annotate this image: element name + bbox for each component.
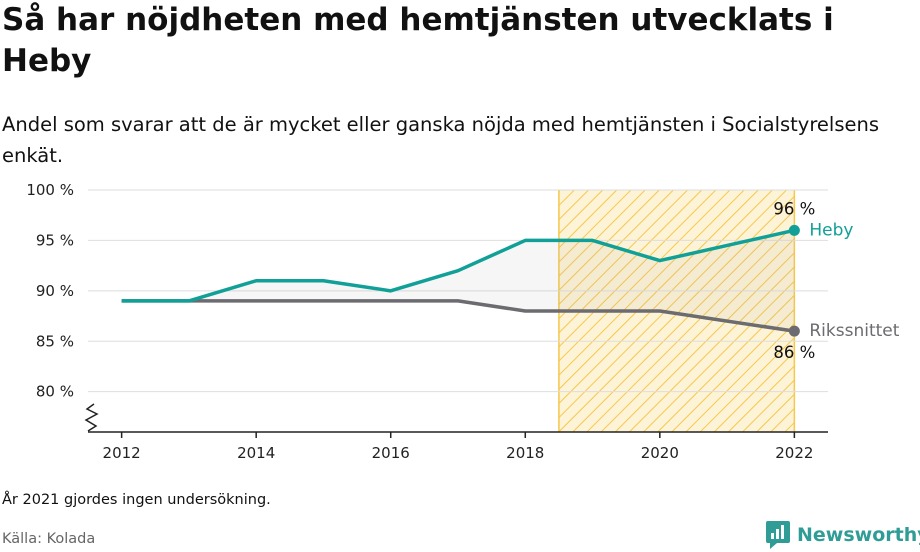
y-tick-label: 85 % [36, 332, 74, 350]
x-tick-label: 2012 [103, 444, 141, 462]
series-name-label: Heby [809, 220, 853, 240]
series-line-heby [121, 228, 795, 303]
brand-logo: Newsworthy [765, 520, 920, 550]
source-note: Källa: Kolada [2, 531, 96, 547]
y-tick-label: 90 % [36, 282, 74, 300]
brand-name: Newsworthy [797, 524, 920, 546]
line-chart: 100 % 95 % 90 % 85 % 80 % 2012 2014 2016 2018 20… [26, 181, 899, 462]
newsworthy-logo-icon [766, 521, 790, 549]
x-tick-label: 2014 [237, 444, 275, 462]
x-tick-label: 2018 [506, 444, 544, 462]
footnote: År 2021 gjordes ingen undersökning. [2, 492, 271, 508]
series-end-value-label: 96 % [773, 199, 815, 218]
axis-break-icon [84, 403, 99, 432]
difference-area [121, 230, 795, 332]
series-end-value-label: 86 % [773, 343, 815, 362]
series-end-marker [788, 325, 800, 337]
y-tick-label: 80 % [36, 383, 74, 401]
y-tick-label: 100 % [26, 181, 74, 199]
series-end-marker [788, 224, 800, 236]
chart-title: Så har nöjdheten med hemtjänsten utveckl… [2, 2, 834, 79]
series-line-rikssnittet [121, 299, 795, 333]
y-tick-label: 95 % [36, 231, 74, 249]
chart-subtitle: Andel som svarar att de är mycket eller … [2, 113, 880, 167]
series-name-label: Rikssnittet [809, 321, 899, 341]
x-tick-label: 2020 [641, 444, 679, 462]
x-tick-label: 2022 [775, 444, 813, 462]
x-tick-label: 2016 [372, 444, 410, 462]
